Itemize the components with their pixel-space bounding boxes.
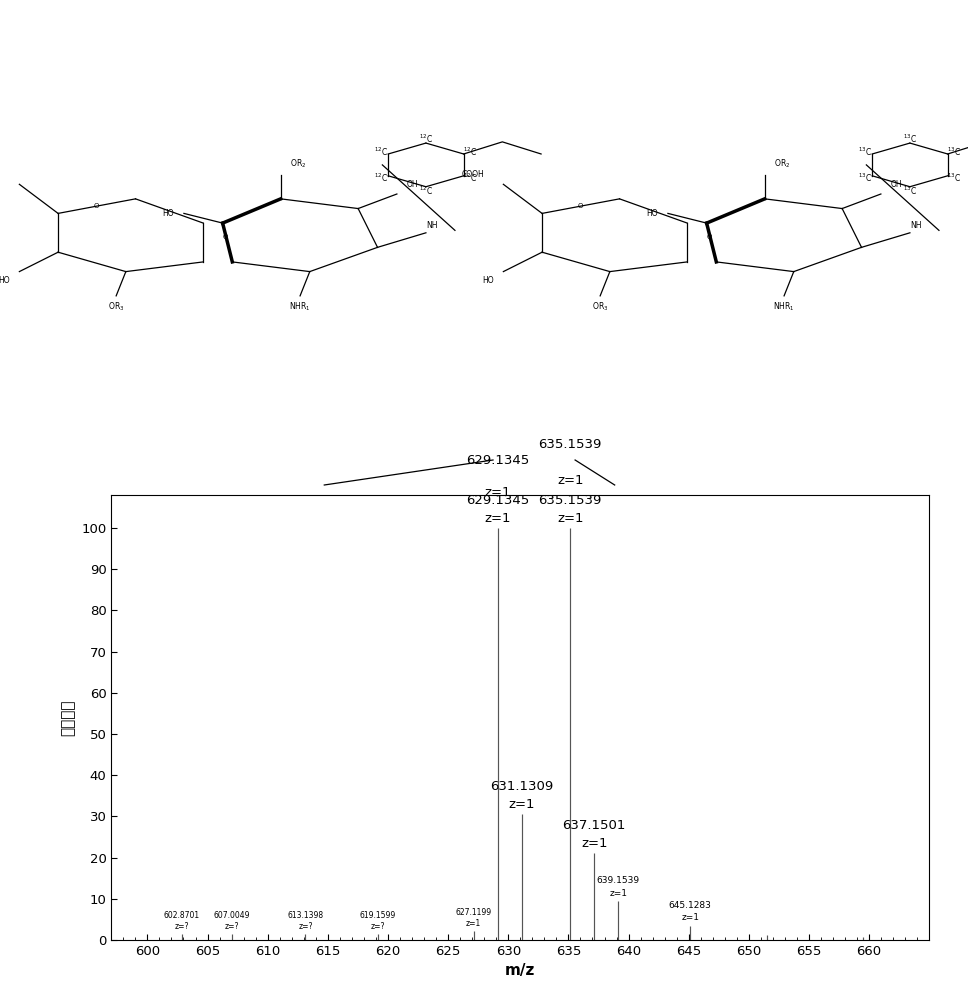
- Text: OH: OH: [407, 180, 418, 189]
- Text: 639.1539: 639.1539: [597, 876, 640, 885]
- Text: 613.1398: 613.1398: [287, 911, 323, 920]
- Text: NH: NH: [426, 221, 438, 230]
- Text: $^{12}$C: $^{12}$C: [375, 172, 388, 184]
- Text: 637.1501: 637.1501: [562, 819, 626, 832]
- Text: z=1: z=1: [681, 913, 699, 922]
- Text: HO: HO: [647, 209, 658, 218]
- Text: z=1: z=1: [581, 837, 608, 850]
- Text: O: O: [707, 234, 712, 240]
- Text: $^{13}$C: $^{13}$C: [859, 146, 872, 158]
- Text: $^{13}$C: $^{13}$C: [948, 146, 961, 158]
- Text: COOH: COOH: [461, 170, 484, 179]
- Text: OR$_2$: OR$_2$: [774, 157, 791, 170]
- Text: z=1: z=1: [466, 919, 481, 928]
- Text: NHR$_1$: NHR$_1$: [289, 301, 311, 313]
- Text: O: O: [223, 234, 228, 240]
- Text: $^{12}$C: $^{12}$C: [419, 133, 433, 145]
- Text: 635.1539: 635.1539: [538, 438, 602, 451]
- Text: 629.1345: 629.1345: [467, 454, 529, 468]
- Text: 602.8701: 602.8701: [164, 911, 200, 920]
- Text: 619.1599: 619.1599: [360, 911, 396, 920]
- Text: 635.1539: 635.1539: [538, 494, 602, 507]
- Text: z=1: z=1: [610, 889, 627, 898]
- Text: 631.1309: 631.1309: [490, 780, 554, 793]
- Text: $^{12}$C: $^{12}$C: [464, 172, 477, 184]
- Text: z=?: z=?: [225, 922, 239, 931]
- Text: z=?: z=?: [298, 922, 313, 931]
- Text: $^{12}$C: $^{12}$C: [419, 184, 433, 197]
- Text: O: O: [94, 203, 100, 209]
- Text: $^{12}$C: $^{12}$C: [464, 146, 477, 158]
- Text: z=1: z=1: [557, 512, 584, 525]
- Text: 629.1345: 629.1345: [467, 494, 529, 507]
- Text: $^{13}$C: $^{13}$C: [859, 172, 872, 184]
- Text: O: O: [578, 203, 584, 209]
- Text: OR$_2$: OR$_2$: [290, 157, 307, 170]
- Text: 645.1283: 645.1283: [669, 901, 711, 910]
- Text: z=1: z=1: [508, 798, 535, 811]
- Text: OH: OH: [891, 180, 902, 189]
- Text: HO: HO: [482, 276, 494, 285]
- Text: NHR$_1$: NHR$_1$: [773, 301, 795, 313]
- Text: 607.0049: 607.0049: [213, 911, 250, 920]
- Text: HO: HO: [163, 209, 174, 218]
- Text: OR$_3$: OR$_3$: [108, 301, 124, 313]
- Text: $^{13}$C: $^{13}$C: [903, 133, 917, 145]
- Text: $^{13}$C: $^{13}$C: [903, 184, 917, 197]
- Text: z=1: z=1: [485, 486, 511, 499]
- Text: z=?: z=?: [371, 922, 385, 931]
- Text: z=?: z=?: [174, 922, 189, 931]
- Text: z=1: z=1: [485, 512, 511, 525]
- Text: 627.1199: 627.1199: [456, 908, 492, 917]
- Text: $^{13}$C: $^{13}$C: [948, 172, 961, 184]
- Text: z=1: z=1: [557, 474, 584, 487]
- Text: OR$_3$: OR$_3$: [592, 301, 608, 313]
- Text: HO: HO: [0, 276, 10, 285]
- Text: NH: NH: [910, 221, 922, 230]
- Y-axis label: 相对丰度: 相对丰度: [61, 699, 76, 736]
- X-axis label: m/z: m/z: [505, 963, 535, 978]
- Text: $^{12}$C: $^{12}$C: [375, 146, 388, 158]
